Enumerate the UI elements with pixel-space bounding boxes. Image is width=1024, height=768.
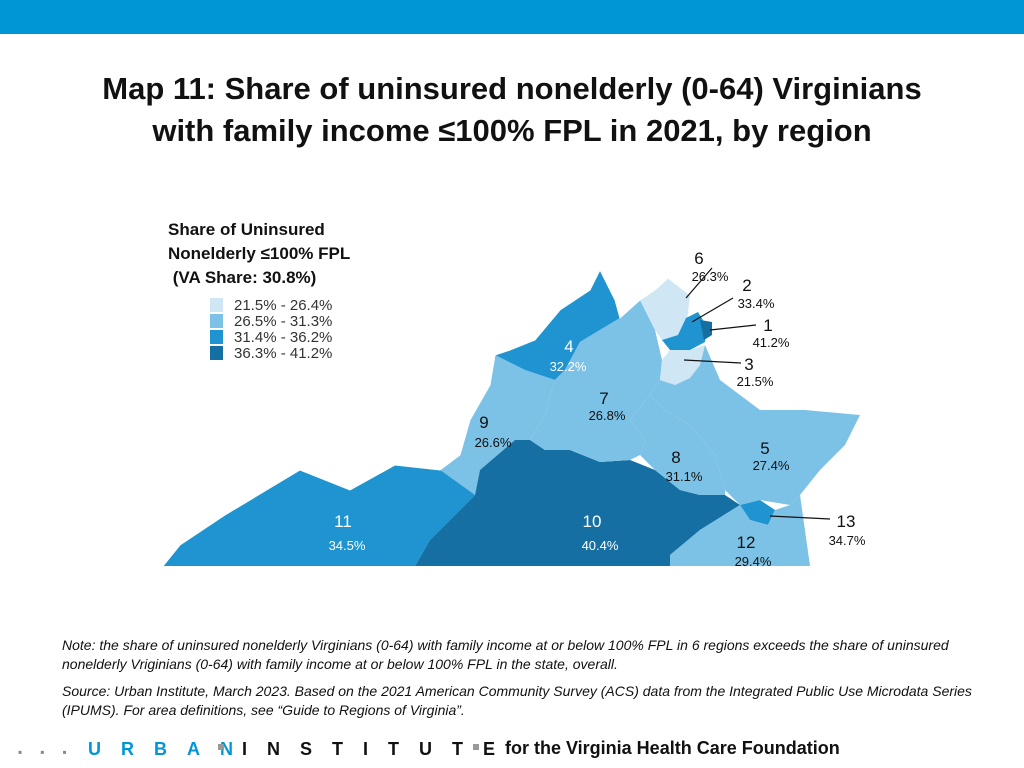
legend-item-strong: 31.4% - 36.2% xyxy=(210,328,333,346)
region-2-id: 2 xyxy=(742,276,751,295)
footer-dots: ▪▪▪ xyxy=(18,745,85,759)
region-1-id: 1 xyxy=(763,316,772,335)
region-1-value: 41.2% xyxy=(753,335,790,350)
region-12 xyxy=(670,495,810,566)
region-8-value: 31.1% xyxy=(666,469,703,484)
region-5 xyxy=(650,345,860,505)
legend: 21.5% - 26.4% 26.5% - 31.3% 31.4% - 36.2… xyxy=(210,296,333,362)
legend-title-line-3: (VA Share: 30.8%) xyxy=(168,268,317,287)
top-accent-bar xyxy=(0,0,1024,34)
title-line-1: Map 11: Share of uninsured nonelderly (0… xyxy=(102,71,922,106)
region-labels: 6 26.3% 2 33.4% 1 41.2% 3 21.5% 4 32.2% … xyxy=(329,249,866,569)
region-6 xyxy=(640,278,690,340)
region-9-value: 26.6% xyxy=(475,435,512,450)
region-12-id: 12 xyxy=(737,533,756,552)
legend-label: 31.4% - 36.2% xyxy=(234,328,333,346)
legend-title-line-1: Share of Uninsured xyxy=(168,220,325,239)
legend-label: 26.5% - 31.3% xyxy=(234,312,333,330)
footer: ▪▪▪ URBAN INSTITUTE for the Virginia Hea… xyxy=(0,735,1024,765)
urban-wordmark: URBAN xyxy=(88,739,253,759)
institute-wordmark: INSTITUTE xyxy=(242,739,515,759)
region-10-id: 10 xyxy=(583,512,602,531)
region-10 xyxy=(415,440,740,566)
region-1 xyxy=(700,320,712,340)
legend-label: 21.5% - 26.4% xyxy=(234,296,333,314)
region-2-value: 33.4% xyxy=(738,296,775,311)
region-boundaries xyxy=(162,268,691,567)
legend-title-line-2: Nonelderly ≤100% FPL xyxy=(168,244,351,263)
legend-title: Share of Uninsured Nonelderly ≤100% FPL … xyxy=(168,218,350,290)
region-4-id: 4 xyxy=(564,337,573,356)
region-10-value: 40.4% xyxy=(582,538,619,553)
region-13-id: 13 xyxy=(837,512,856,531)
region-11-value: 34.5% xyxy=(329,538,366,553)
region-5-id: 5 xyxy=(760,439,769,458)
note-text: Note: the share of uninsured nonelderly … xyxy=(62,637,949,672)
page-title: Map 11: Share of uninsured nonelderly (0… xyxy=(40,68,984,152)
region-4-value: 32.2% xyxy=(550,359,587,374)
region-11 xyxy=(163,455,475,566)
notes-block: Note: the share of uninsured nonelderly … xyxy=(62,636,972,728)
legend-item-dark: 36.3% - 41.2% xyxy=(210,344,333,362)
source-text: Source: Urban Institute, March 2023. Bas… xyxy=(62,683,972,718)
region-13-value: 34.7% xyxy=(829,533,866,548)
region-3-id: 3 xyxy=(744,355,753,374)
wordmark-separator xyxy=(473,744,479,750)
legend-swatch-light xyxy=(210,298,223,312)
region-9 xyxy=(440,355,555,495)
region-3 xyxy=(660,345,705,385)
region-3-value: 21.5% xyxy=(737,374,774,389)
region-7 xyxy=(530,300,662,462)
region-13 xyxy=(740,500,775,525)
region-7-id: 7 xyxy=(599,389,608,408)
region-8 xyxy=(630,395,725,495)
legend-label: 36.3% - 41.2% xyxy=(234,344,333,362)
title-line-2: with family income ≤100% FPL in 2021, by… xyxy=(152,113,872,148)
leader-lines xyxy=(683,267,831,520)
region-8-id: 8 xyxy=(671,448,680,467)
region-4 xyxy=(495,270,620,380)
legend-item-light: 21.5% - 26.4% xyxy=(210,296,333,314)
legend-item-mid: 26.5% - 31.3% xyxy=(210,312,333,330)
region-5-value: 27.4% xyxy=(753,458,790,473)
region-6-value: 26.3% xyxy=(692,269,729,284)
region-12-value: 29.4% xyxy=(735,554,772,569)
region-11-id: 11 xyxy=(334,512,352,531)
region-7-value: 26.8% xyxy=(589,408,626,423)
region-9-id: 9 xyxy=(479,413,488,432)
foundation-credit: for the Virginia Health Care Foundation xyxy=(505,738,840,758)
legend-swatch-dark xyxy=(210,346,223,360)
wordmark-separator xyxy=(218,744,224,750)
legend-swatch-mid xyxy=(210,314,223,328)
region-6-id: 6 xyxy=(694,249,703,268)
region-2 xyxy=(662,312,706,350)
legend-swatch-strong xyxy=(210,330,223,344)
